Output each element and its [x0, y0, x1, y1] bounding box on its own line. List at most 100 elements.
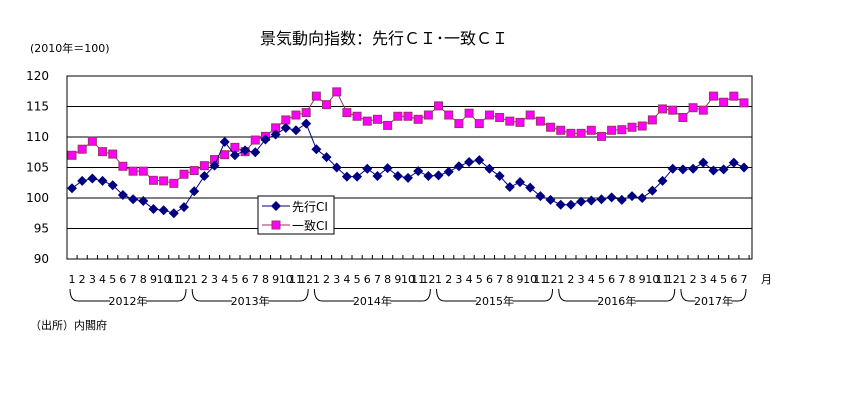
month-label: 7 — [741, 273, 748, 286]
month-label: 10 — [645, 273, 659, 286]
y-tick-label: 105 — [26, 161, 49, 175]
coincident-ci-point — [98, 147, 108, 157]
coincident-ci-point — [352, 111, 362, 121]
legend-diamond-icon — [271, 201, 281, 211]
leading-ci-point — [352, 171, 363, 182]
coincident-ci-point — [138, 166, 148, 176]
month-label: 5 — [109, 273, 116, 286]
leading-ci-point — [311, 144, 322, 155]
series-line-coincident — [71, 90, 745, 184]
leading-ci-point — [362, 163, 373, 174]
month-label: 1 — [313, 273, 320, 286]
month-label: 9 — [150, 273, 157, 286]
coincident-ci-point — [678, 112, 688, 122]
legend-square-icon — [271, 220, 281, 230]
leading-ci-point — [637, 193, 648, 203]
month-label: 3 — [578, 273, 585, 286]
coincident-ci-point — [515, 117, 525, 127]
leading-ci-point — [494, 171, 505, 182]
leading-ci-point — [168, 208, 179, 219]
month-label: 11 — [167, 273, 181, 286]
year-label: 2016年 — [597, 294, 636, 308]
month-label: 2 — [445, 273, 452, 286]
coincident-ci-point — [250, 135, 260, 145]
month-label: 4 — [99, 273, 106, 286]
coincident-ci-point — [729, 91, 739, 101]
month-label: 9 — [639, 273, 646, 286]
coincident-ci-point — [77, 144, 87, 154]
month-label: 3 — [89, 273, 96, 286]
leading-ci-point — [739, 162, 749, 173]
coincident-ci-point — [688, 103, 698, 113]
coincident-ci-point — [474, 119, 484, 129]
coincident-ci-point — [668, 105, 678, 115]
leading-ci-point — [555, 199, 566, 210]
coincident-ci-point — [230, 142, 240, 152]
month-label: 10 — [523, 273, 537, 286]
coincident-ci-point — [423, 110, 433, 120]
leading-ci-point — [596, 194, 607, 205]
coincident-ci-point — [484, 110, 494, 120]
leading-ci-point — [443, 166, 454, 177]
month-label: 1 — [435, 273, 442, 286]
legend: 先行CI 一致CI — [257, 195, 335, 235]
y-tick-label: 90 — [34, 252, 49, 266]
leading-ci-point — [341, 171, 352, 182]
coincident-ci-point — [637, 121, 647, 131]
month-label: 10 — [401, 273, 415, 286]
leading-ci-point — [97, 175, 108, 186]
leading-ci-point — [657, 175, 668, 186]
leading-ci-point — [209, 160, 220, 171]
month-label: 7 — [374, 273, 381, 286]
coincident-ci-point — [311, 91, 321, 101]
month-label: 9 — [517, 273, 524, 286]
coincident-ci-point — [322, 100, 332, 110]
month-label: 2 — [567, 273, 574, 286]
month-label: 4 — [710, 273, 717, 286]
month-label: 9 — [272, 273, 279, 286]
coincident-ci-point — [159, 176, 169, 186]
coincident-ci-point — [576, 128, 586, 138]
leading-ci-point — [423, 171, 434, 182]
year-label-bg — [695, 295, 732, 307]
coincident-ci-point — [495, 112, 505, 122]
leading-ci-point — [616, 194, 627, 205]
year-label: 2012年 — [109, 294, 148, 308]
month-label: 1 — [557, 273, 564, 286]
leading-ci-point — [392, 171, 403, 182]
month-label: 12 — [177, 273, 191, 286]
month-label: 5 — [231, 273, 238, 286]
leading-ci-point — [199, 171, 210, 182]
legend-label-leading: 先行CI — [292, 200, 328, 214]
leading-ci-point — [219, 136, 230, 147]
coincident-ci-point — [698, 105, 708, 115]
coincident-ci-point — [586, 125, 596, 135]
leading-ci-point — [229, 150, 240, 161]
month-label: 1 — [69, 273, 76, 286]
leading-ci-point — [67, 183, 77, 194]
year-label: 2013年 — [231, 294, 270, 308]
month-label: 12 — [299, 273, 313, 286]
y-tick-label: 95 — [34, 222, 49, 236]
coincident-ci-point — [87, 136, 97, 146]
month-label: 11 — [656, 273, 670, 286]
month-label: 12 — [421, 273, 435, 286]
chart-title: 景気動向指数：先行ＣＩ･一致ＣＩ — [260, 29, 508, 48]
coincident-ci-point — [301, 108, 311, 118]
coincident-ci-point — [199, 161, 209, 171]
coincident-ci-point — [617, 125, 627, 135]
leading-ci-point — [260, 134, 271, 145]
month-label: 8 — [262, 273, 269, 286]
year-label: 2014年 — [353, 294, 392, 308]
month-label: 6 — [608, 273, 615, 286]
coincident-ci-point — [393, 111, 403, 121]
leading-ci-point — [148, 203, 159, 214]
leading-ci-point — [280, 122, 291, 133]
coincident-ci-point — [556, 125, 566, 135]
month-label: 7 — [496, 273, 503, 286]
month-label: 3 — [700, 273, 707, 286]
coincident-ci-point — [535, 116, 545, 126]
coincident-ci-point — [546, 122, 556, 132]
month-label: 1 — [191, 273, 198, 286]
